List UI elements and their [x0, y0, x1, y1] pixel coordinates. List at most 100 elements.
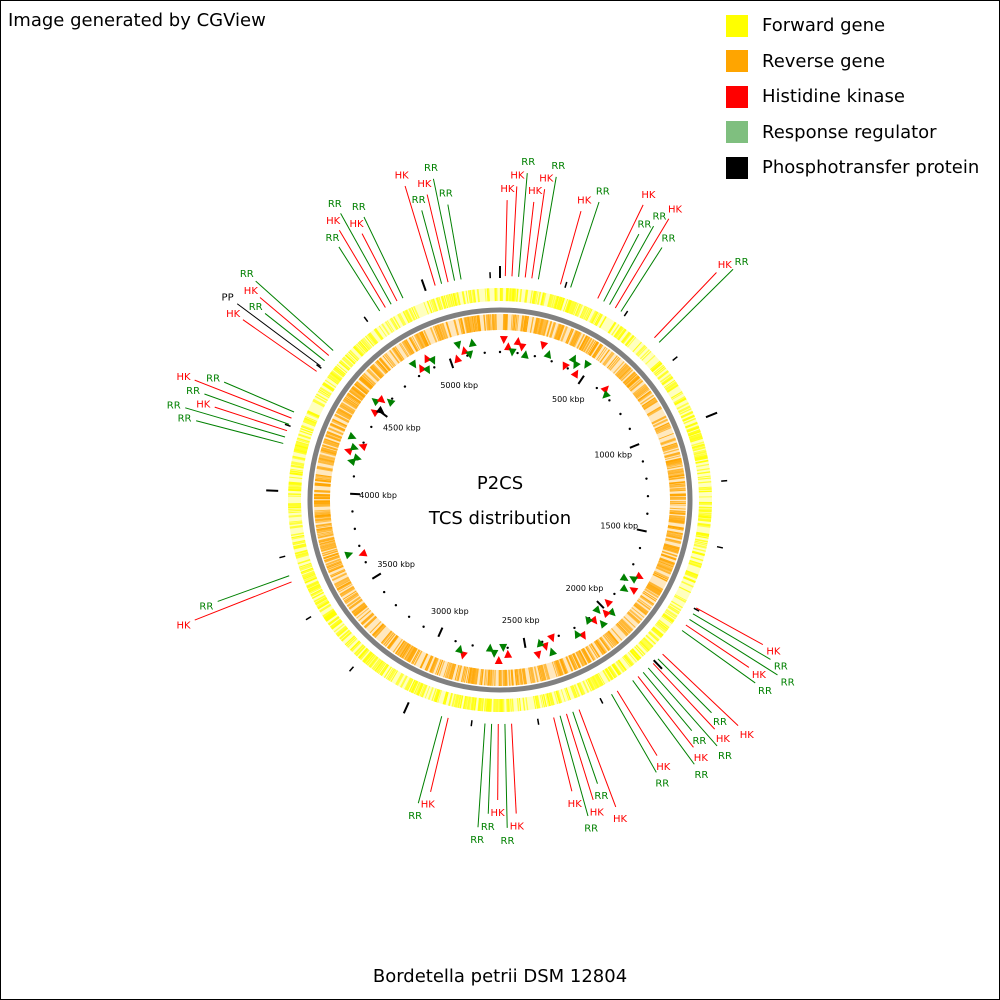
gene-mark [698, 515, 711, 516]
feature-label: RR [551, 161, 565, 172]
callout-line [659, 269, 733, 342]
feature-label: RR [481, 822, 495, 833]
outer-tick [285, 424, 291, 426]
feature-label: RR [206, 373, 220, 384]
feature-label: HK [577, 196, 592, 207]
callout-line [218, 576, 290, 602]
minor-tick [534, 355, 536, 357]
tcs-marker [495, 656, 503, 664]
tcs-marker [348, 432, 358, 442]
minor-tick [596, 387, 598, 389]
feature-label: HK [641, 190, 656, 201]
gene-mark [288, 510, 301, 511]
feature-label: RR [662, 233, 676, 244]
tick-label: 1500 kbp [600, 522, 638, 531]
gene-mark [488, 699, 489, 712]
tcs-marker [627, 584, 638, 595]
tick-label: 1000 kbp [594, 450, 632, 459]
minor-tick [362, 441, 364, 443]
gene-mark [509, 670, 510, 686]
feature-label: RR [199, 601, 213, 612]
feature-label: HK [510, 822, 525, 833]
feature-label: RR [326, 233, 340, 244]
feature-label: RR [328, 199, 342, 210]
callout-line [478, 723, 485, 827]
tcs-marker [452, 353, 462, 363]
minor-tick [391, 397, 393, 399]
gene-mark [289, 516, 302, 517]
feature-label: HK [668, 205, 683, 216]
gene-mark [482, 698, 483, 711]
minor-tick [484, 352, 486, 354]
tcs-marker [547, 646, 557, 656]
minor-tick [354, 528, 356, 530]
feature-label: HK [740, 730, 755, 741]
gene-mark [511, 288, 512, 301]
tcs-marker [544, 349, 554, 359]
tcs-marker [521, 350, 530, 359]
major-tick [630, 444, 639, 448]
minor-tick [422, 626, 424, 628]
gene-mark [314, 491, 330, 492]
gene-mark [506, 670, 507, 686]
tcs-marker [384, 396, 395, 407]
callout-line [204, 394, 289, 424]
gene-mark [487, 314, 488, 330]
minor-tick [404, 385, 406, 387]
feature-label: RR [424, 163, 438, 174]
minor-tick [454, 640, 456, 642]
tick-label: 500 kbp [552, 395, 585, 404]
callout-line [643, 672, 692, 730]
tick-label: 4000 kbp [359, 491, 397, 500]
feature-label: RR [439, 189, 453, 200]
feature-label: HK [656, 762, 671, 773]
callout-line [689, 619, 777, 674]
callout-line [612, 694, 657, 772]
feature-label: HK [176, 372, 191, 383]
tcs-marker [538, 341, 548, 351]
gene-mark [699, 513, 712, 514]
callout-line [448, 205, 461, 280]
gene-mark [288, 490, 301, 491]
tcs-marker [423, 365, 434, 376]
gene-mark [489, 288, 490, 301]
callout-line [617, 691, 657, 756]
callout-line [658, 659, 712, 713]
feature-label: HK [590, 807, 605, 818]
major-tick [578, 376, 584, 384]
gene-mark [288, 509, 301, 510]
feature-label: RR [521, 157, 535, 168]
minor-tick [646, 513, 648, 515]
gene-mark [488, 670, 489, 686]
tick-label: 4500 kbp [383, 424, 421, 433]
feature-label: RR [470, 835, 484, 846]
map-subtitle: TCS distribution [428, 508, 571, 529]
minor-tick [471, 644, 473, 646]
gene-mark [697, 525, 710, 527]
feature-label: HK [539, 173, 554, 184]
tcs-marker [547, 633, 557, 643]
feature-label: HK [417, 179, 432, 190]
feature-label: RR [694, 770, 708, 781]
callout-line [265, 313, 325, 360]
feature-label: HK [716, 734, 731, 745]
feature-label: HK [568, 799, 583, 810]
tcs-marker [377, 395, 388, 406]
feature-label: RR [758, 686, 772, 697]
minor-tick [629, 428, 631, 430]
callout-line [571, 202, 599, 287]
gene-mark [494, 314, 495, 330]
feature-label: RR [178, 414, 192, 425]
tcs-marker [600, 607, 611, 618]
tcs-marker [582, 614, 593, 625]
feature-label: HK [510, 170, 525, 181]
gene-mark [699, 511, 712, 512]
gene-mark [493, 670, 494, 686]
tcs-marker [581, 360, 592, 371]
tcs-marker [570, 360, 581, 371]
callout-line [224, 382, 294, 412]
callout-line [653, 663, 715, 729]
gene-mark [506, 314, 507, 330]
minor-tick [647, 495, 649, 497]
gene-mark [487, 288, 488, 301]
